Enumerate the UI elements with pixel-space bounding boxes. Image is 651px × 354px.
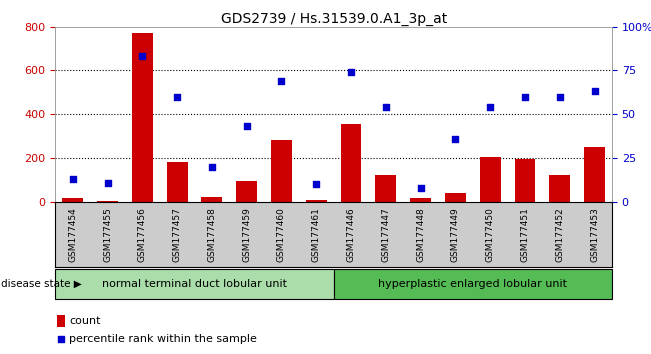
Text: GSM177450: GSM177450 (486, 207, 495, 262)
Text: GSM177457: GSM177457 (173, 207, 182, 262)
Text: count: count (69, 316, 101, 326)
Point (415, 185, 426, 190)
Bar (201, 198, 222, 202)
Point (519, 94, 530, 99)
Text: GSM177454: GSM177454 (68, 207, 77, 262)
Text: GSM177451: GSM177451 (520, 207, 529, 262)
Bar (306, 200, 327, 202)
Point (311, 181, 322, 187)
Point (589, 88, 600, 94)
Point (68, 176, 78, 182)
Point (206, 164, 217, 170)
Text: GSM177460: GSM177460 (277, 207, 286, 262)
Text: GSM177455: GSM177455 (103, 207, 112, 262)
Bar (584, 148, 605, 202)
Text: GSM177448: GSM177448 (416, 207, 425, 262)
Bar (271, 141, 292, 202)
Point (102, 180, 113, 185)
Point (253, 256, 264, 261)
Text: percentile rank within the sample: percentile rank within the sample (69, 334, 257, 344)
Text: GSM177458: GSM177458 (208, 207, 216, 262)
Bar (445, 193, 466, 202)
Point (450, 136, 461, 142)
Bar (55, 269, 333, 299)
Text: GSM177452: GSM177452 (555, 207, 564, 262)
Bar (376, 176, 396, 202)
Text: GSM177453: GSM177453 (590, 207, 599, 262)
Title: GDS2739 / Hs.31539.0.A1_3p_at: GDS2739 / Hs.31539.0.A1_3p_at (221, 12, 447, 25)
Text: hyperplastic enlarged lobular unit: hyperplastic enlarged lobular unit (378, 279, 567, 289)
Point (346, 69, 356, 75)
Point (242, 124, 252, 129)
Text: GSM177461: GSM177461 (312, 207, 321, 262)
Bar (132, 33, 153, 202)
Text: GSM177447: GSM177447 (381, 207, 391, 262)
Point (555, 94, 565, 99)
Text: GSM177456: GSM177456 (138, 207, 147, 262)
Text: disease state ▶: disease state ▶ (1, 279, 81, 289)
Point (172, 94, 182, 99)
Point (381, 104, 391, 110)
Text: GSM177446: GSM177446 (346, 207, 355, 262)
Text: normal terminal duct lobular unit: normal terminal duct lobular unit (102, 279, 287, 289)
Bar (97, 201, 118, 202)
Bar (514, 159, 535, 202)
Text: GSM177459: GSM177459 (242, 207, 251, 262)
Text: GSM177449: GSM177449 (451, 207, 460, 262)
Bar (167, 162, 187, 202)
Bar (549, 176, 570, 202)
Point (485, 104, 495, 110)
Point (137, 53, 148, 59)
Bar (236, 181, 257, 202)
Bar (62, 199, 83, 202)
Bar (480, 157, 501, 202)
Bar (57, 315, 66, 327)
Bar (410, 199, 431, 202)
Point (276, 78, 286, 84)
Bar (340, 124, 361, 202)
Bar (333, 269, 612, 299)
